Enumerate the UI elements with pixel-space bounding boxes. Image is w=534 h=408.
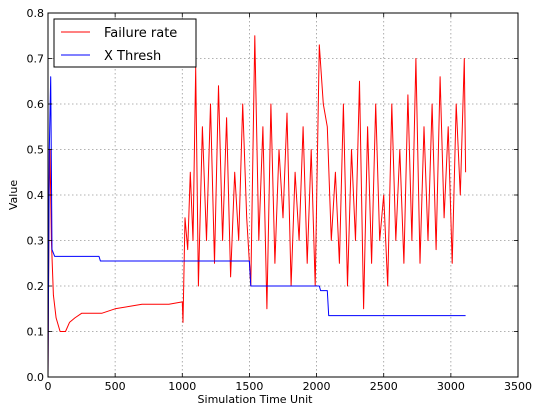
legend: Failure rate X Thresh bbox=[53, 18, 197, 68]
y-axis-label: Value bbox=[7, 180, 20, 210]
series-line-failure-rate bbox=[47, 35, 467, 378]
x-tick-labels: 0 500 1000 1500 2000 2500 3000 3500 bbox=[45, 380, 533, 393]
x-tick-label: 3000 bbox=[437, 380, 465, 393]
x-tick-label: 1000 bbox=[168, 380, 196, 393]
y-tick-label: 0.8 bbox=[27, 7, 45, 20]
y-tick-label: 0.6 bbox=[27, 98, 45, 111]
y-tick-label: 0.2 bbox=[27, 280, 45, 293]
series-layer bbox=[47, 35, 467, 378]
x-axis-label: Simulation Time Unit bbox=[198, 393, 314, 406]
axis-ticks bbox=[47, 12, 519, 378]
grid-lines bbox=[48, 13, 518, 377]
x-tick-label: 1500 bbox=[235, 380, 263, 393]
x-tick-label: 2000 bbox=[303, 380, 331, 393]
y-tick-label: 0.7 bbox=[27, 53, 45, 66]
legend-label-x-thresh: X Thresh bbox=[104, 49, 161, 64]
y-tick-labels: 0.0 0.1 0.2 0.3 0.4 0.5 0.6 0.7 0.8 bbox=[27, 7, 45, 384]
y-tick-label: 0.5 bbox=[27, 144, 45, 157]
x-tick-label: 3500 bbox=[504, 380, 532, 393]
x-tick-label: 2500 bbox=[370, 380, 398, 393]
y-tick-label: 0.0 bbox=[27, 371, 45, 384]
y-tick-label: 0.1 bbox=[27, 326, 45, 339]
legend-box bbox=[53, 18, 197, 68]
series-line-x-thresh bbox=[47, 76, 466, 378]
x-tick-label: 500 bbox=[105, 380, 126, 393]
y-tick-label: 0.3 bbox=[27, 235, 45, 248]
x-tick-label: 0 bbox=[45, 380, 52, 393]
legend-label-failure-rate: Failure rate bbox=[104, 26, 177, 41]
y-tick-label: 0.4 bbox=[27, 189, 45, 202]
plot-area bbox=[48, 13, 518, 377]
